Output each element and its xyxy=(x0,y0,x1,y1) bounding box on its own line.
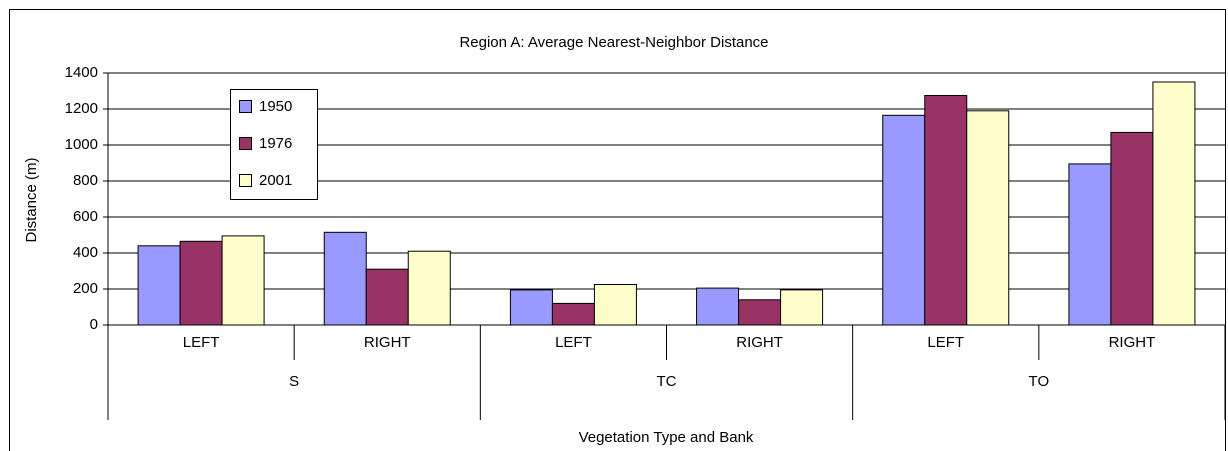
chart-title: Region A: Average Nearest-Neighbor Dista… xyxy=(459,34,768,51)
legend-label: 2001 xyxy=(259,172,292,189)
bar xyxy=(509,289,553,326)
x-tick-label: RIGHT xyxy=(736,334,783,351)
bar xyxy=(593,284,637,326)
bar xyxy=(738,299,782,326)
y-tick-label: 1200 xyxy=(65,100,98,117)
x-tick-label: LEFT xyxy=(927,334,964,351)
y-tick-label: 400 xyxy=(73,244,98,261)
y-tick-label: 1000 xyxy=(65,136,98,153)
bar xyxy=(882,114,926,326)
chart-frame xyxy=(9,9,1226,451)
bar xyxy=(365,268,409,326)
bar xyxy=(966,110,1010,326)
legend-swatch xyxy=(239,100,252,113)
y-axis-title: Distance (m) xyxy=(23,157,40,242)
x-tick-label: LEFT xyxy=(183,334,220,351)
bar xyxy=(1110,131,1154,326)
y-tick-label: 600 xyxy=(73,208,98,225)
bar xyxy=(179,240,223,326)
bar xyxy=(1152,81,1196,326)
legend-swatch xyxy=(239,137,252,150)
legend-label: 1976 xyxy=(259,135,292,152)
y-tick-label: 200 xyxy=(73,280,98,297)
x-tick-label: RIGHT xyxy=(364,334,411,351)
y-tick-label: 0 xyxy=(90,316,98,333)
bar xyxy=(1068,163,1112,326)
bar xyxy=(137,245,181,326)
x-axis-title: Vegetation Type and Bank xyxy=(579,429,754,446)
group-label: TO xyxy=(1029,373,1050,390)
bar xyxy=(924,95,968,326)
bar xyxy=(323,231,367,326)
y-tick-label: 800 xyxy=(73,172,98,189)
group-label: TC xyxy=(657,373,677,390)
x-tick-label: RIGHT xyxy=(1109,334,1156,351)
bar xyxy=(780,289,824,326)
group-label: S xyxy=(289,373,299,390)
bar xyxy=(696,287,740,326)
x-tick-label: LEFT xyxy=(555,334,592,351)
bar xyxy=(407,250,451,326)
legend-label: 1950 xyxy=(259,98,292,115)
bar xyxy=(221,235,265,326)
y-tick-label: 1400 xyxy=(65,64,98,81)
bar xyxy=(551,302,595,326)
legend-swatch xyxy=(239,174,252,187)
